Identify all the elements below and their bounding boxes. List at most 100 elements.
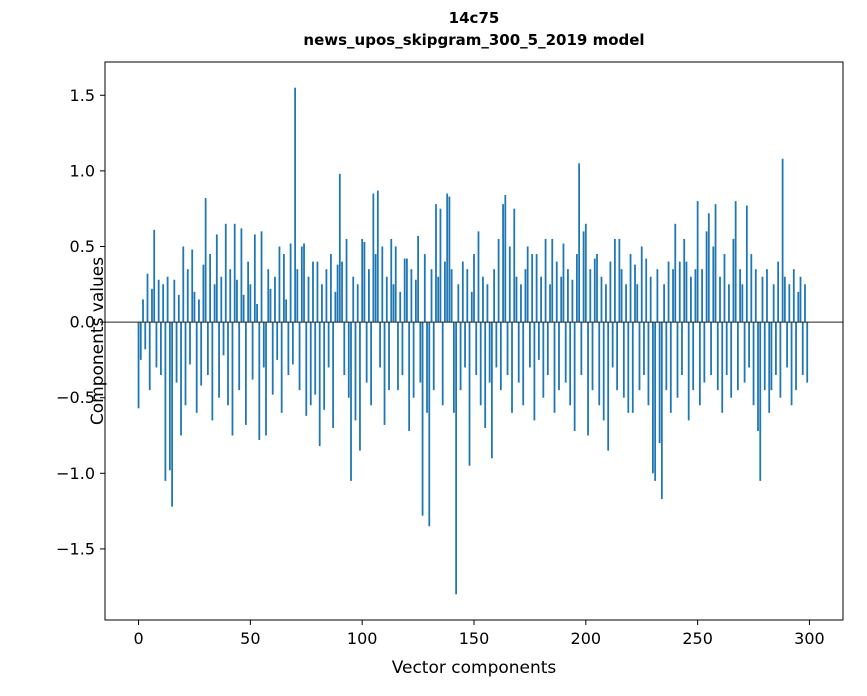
bar (806, 322, 809, 383)
bar (318, 322, 321, 447)
bar (224, 223, 227, 323)
bar (209, 254, 211, 323)
bar (685, 261, 688, 323)
bar (573, 322, 576, 431)
bar (535, 254, 538, 323)
bar (643, 322, 645, 376)
bar (193, 291, 196, 323)
bar (690, 276, 692, 323)
bar (562, 243, 565, 323)
bar (797, 291, 800, 323)
y-tick-label: 0.5 (70, 237, 95, 256)
bar (560, 276, 563, 323)
bar (669, 322, 672, 413)
bar (363, 241, 366, 323)
bar (265, 322, 267, 436)
bar (394, 246, 397, 323)
bar (799, 276, 802, 323)
bar (634, 264, 636, 323)
bar (385, 276, 388, 323)
bar (750, 254, 753, 323)
bar (341, 261, 343, 323)
bar (611, 322, 614, 368)
bar (329, 254, 332, 323)
bar (544, 238, 547, 323)
bar (269, 288, 272, 323)
bar (392, 284, 395, 323)
bar (710, 322, 712, 376)
bar (368, 269, 370, 323)
bar (218, 322, 220, 398)
bar (687, 322, 690, 421)
bar (177, 294, 180, 323)
bar (408, 322, 411, 431)
bar (247, 261, 250, 323)
x-tick-label: 250 (682, 629, 713, 648)
bar (414, 279, 417, 323)
bar (766, 269, 768, 323)
bar (723, 254, 726, 323)
bar (491, 322, 493, 459)
bar (652, 322, 654, 474)
bar (296, 269, 299, 323)
bar (486, 284, 489, 323)
bar (260, 231, 263, 323)
bar (144, 322, 147, 350)
bar (432, 322, 435, 391)
bar (153, 229, 156, 323)
bar (656, 269, 659, 323)
bar (578, 163, 580, 323)
bar (707, 213, 710, 323)
bar (598, 322, 601, 406)
bar (493, 269, 496, 323)
bar (352, 276, 355, 323)
bar (180, 322, 182, 436)
bar (267, 269, 270, 323)
bar (184, 322, 187, 406)
bar (222, 322, 225, 356)
chart-title: 14c75 (448, 9, 500, 27)
bar (444, 261, 446, 323)
bar (441, 322, 444, 406)
bar (294, 87, 296, 323)
x-tick-label: 0 (133, 629, 143, 648)
bar (202, 264, 205, 323)
bar (271, 322, 274, 395)
bar (757, 322, 759, 431)
bar (795, 322, 797, 391)
bar (627, 322, 630, 413)
bar (737, 322, 739, 391)
bar (790, 322, 793, 406)
bar (477, 231, 480, 323)
bar (667, 261, 670, 323)
bar (683, 238, 686, 323)
bar (173, 279, 176, 323)
bar (139, 322, 142, 360)
bar (213, 284, 216, 323)
bar (694, 269, 697, 323)
bar (186, 269, 189, 323)
bar (783, 276, 786, 323)
bar (171, 322, 173, 507)
bar (629, 254, 632, 323)
bar (206, 322, 209, 376)
bar (529, 322, 531, 368)
bar (231, 322, 234, 436)
bar (309, 322, 312, 406)
bar (506, 322, 509, 376)
bar (640, 246, 643, 323)
bar (725, 322, 728, 376)
bar (215, 234, 218, 323)
bar (719, 276, 721, 323)
bar (754, 269, 757, 323)
bar (522, 322, 525, 406)
bar (584, 223, 587, 323)
bar (356, 284, 359, 323)
bar (569, 322, 572, 406)
bar (484, 322, 487, 428)
bar (741, 284, 744, 323)
bar (513, 208, 516, 323)
y-tick-label: 1.5 (70, 86, 95, 105)
